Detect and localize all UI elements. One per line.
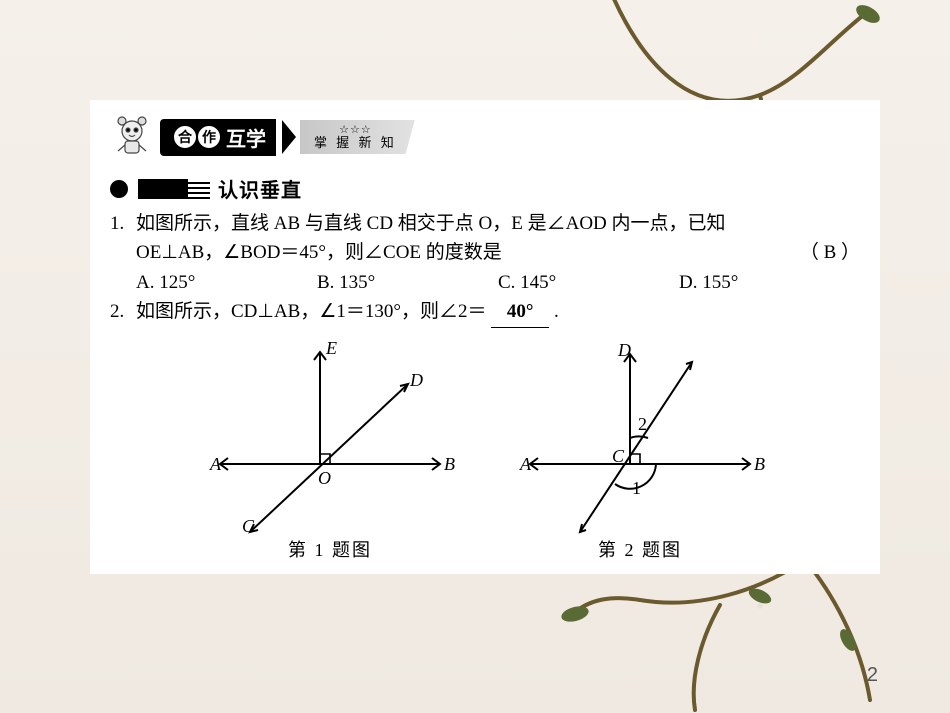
fig2-label-A: A <box>519 454 532 474</box>
q2-text-after: . <box>554 301 559 322</box>
q2-number: 2. <box>110 297 136 327</box>
banner-subtitle: 掌 握 新 知 <box>314 136 397 150</box>
q1-opt-a: A. 125° <box>136 268 317 297</box>
question-1: 1. 如图所示，直线 AB 与直线 CD 相交于点 O，E 是∠AOD 内一点，… <box>110 209 860 297</box>
fig2-label-B: B <box>754 454 765 474</box>
q1-opt-c: C. 145° <box>498 268 679 297</box>
questions: 1. 如图所示，直线 AB 与直线 CD 相交于点 O，E 是∠AOD 内一点，… <box>110 209 860 328</box>
banner-circle-1: 合 <box>174 126 196 148</box>
fig2-label-ang2: 2 <box>638 414 647 434</box>
fig1-label-B: B <box>444 454 455 474</box>
fig2-label-ang1: 1 <box>632 478 641 498</box>
banner-arrow <box>282 120 296 154</box>
q1-opt-d: D. 155° <box>679 268 860 297</box>
banner: 合 作 互学 ☆☆☆ 掌 握 新 知 <box>110 114 860 160</box>
fig1-label-E: E <box>325 338 337 358</box>
figures-row: A B C D E O 第 1 题图 <box>110 334 860 562</box>
q2-blank: 40° <box>491 297 549 327</box>
banner-subtitle-box: ☆☆☆ 掌 握 新 知 <box>300 120 415 154</box>
fig1-label-O: O <box>318 468 331 488</box>
fig1-label-C: C <box>242 516 255 534</box>
mascot-icon <box>110 115 154 159</box>
content-panel: 合 作 互学 ☆☆☆ 掌 握 新 知 认识垂直 1. 如图所示，直线 AB 与直… <box>90 100 880 574</box>
bullet-icon <box>110 180 128 198</box>
fig1-label-D: D <box>409 370 423 390</box>
section-header: 认识垂直 <box>110 174 860 203</box>
question-2: 2. 如图所示，CD⊥AB，∠1＝130°，则∠2＝ 40° . <box>110 297 860 327</box>
page-number: 2 <box>867 664 878 687</box>
banner-title-strip: 合 作 互学 <box>160 119 276 156</box>
q1-number: 1. <box>110 209 136 297</box>
q2-text-before: 如图所示，CD⊥AB，∠1＝130°，则∠2＝ <box>136 301 486 322</box>
q1-line2: OE⊥AB，∠BOD＝45°，则∠COE 的度数是 <box>136 242 502 263</box>
figure-1: A B C D E O 第 1 题图 <box>200 334 460 562</box>
q1-options: A. 125° B. 135° C. 145° D. 155° <box>136 268 860 297</box>
q1-line1: 如图所示，直线 AB 与直线 CD 相交于点 O，E 是∠AOD 内一点，已知 <box>136 209 860 238</box>
figure-1-caption: 第 1 题图 <box>200 536 460 562</box>
hatched-label-icon <box>138 179 208 199</box>
figure-2: A B C D 1 2 第 2 题图 <box>510 334 770 562</box>
banner-circle-2: 作 <box>198 126 220 148</box>
fig1-label-A: A <box>209 454 222 474</box>
section-title: 认识垂直 <box>218 174 302 203</box>
fig2-label-C: C <box>612 446 625 466</box>
q1-answer: （ B ） <box>800 238 860 267</box>
q1-opt-b: B. 135° <box>317 268 498 297</box>
banner-bold-text: 互学 <box>226 123 266 152</box>
fig2-label-D: D <box>617 340 631 360</box>
q1-line2-row: OE⊥AB，∠BOD＝45°，则∠COE 的度数是 （ B ） <box>136 238 860 267</box>
figure-2-caption: 第 2 题图 <box>510 536 770 562</box>
